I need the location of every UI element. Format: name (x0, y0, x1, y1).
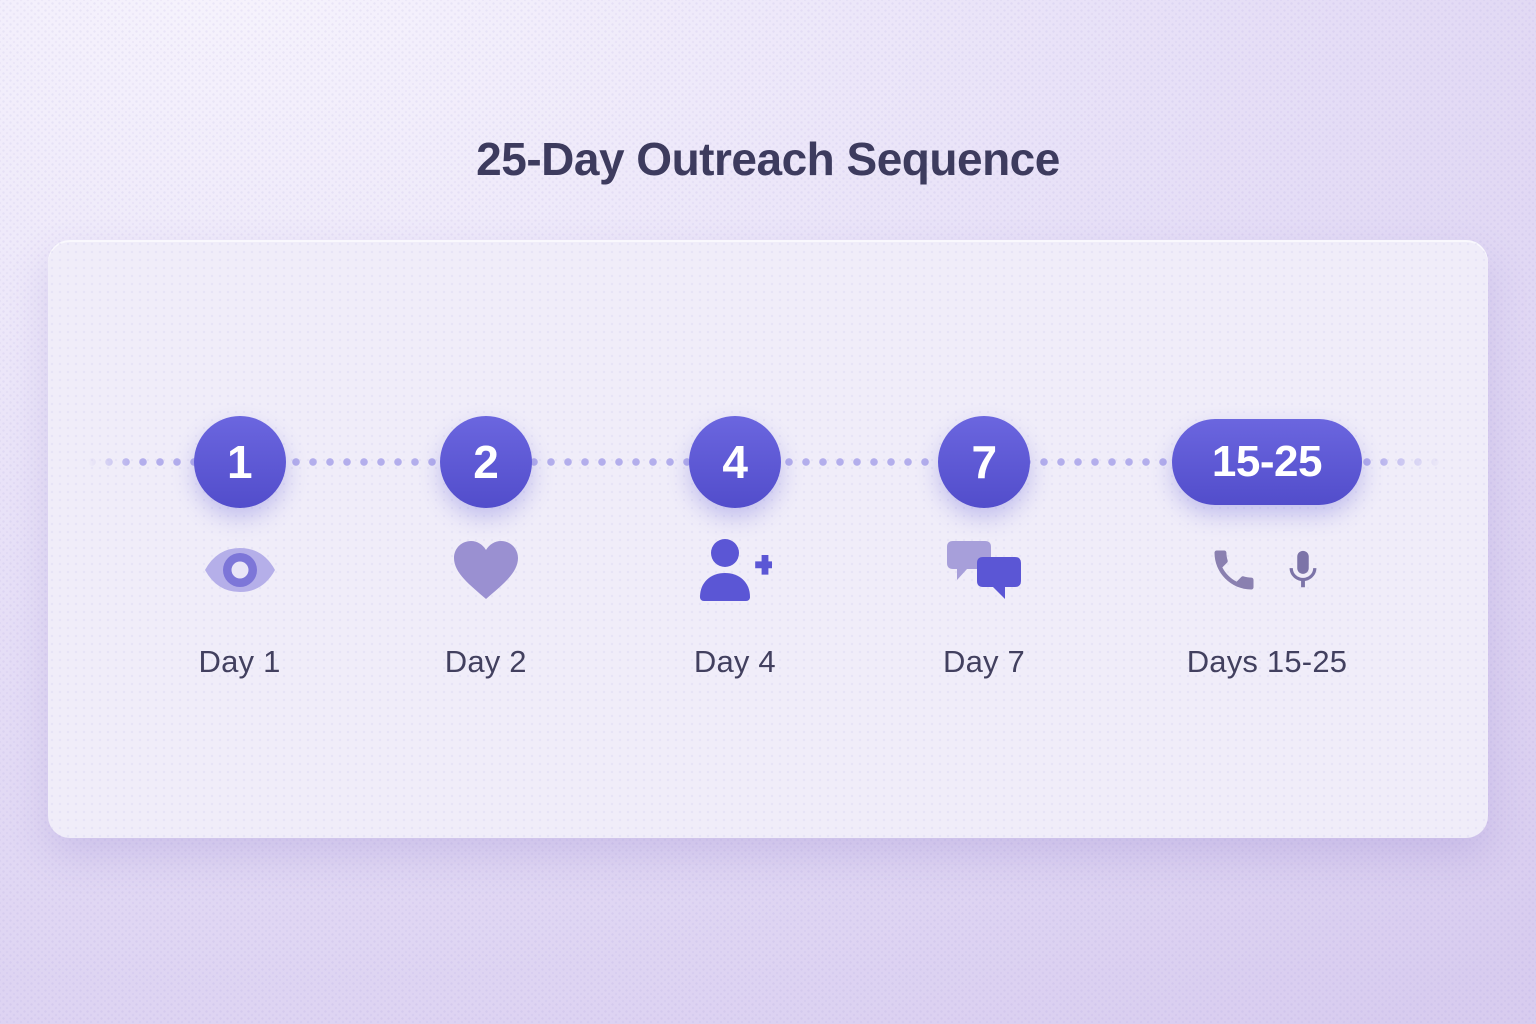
microphone-icon (1280, 544, 1326, 596)
milestone-icons (203, 545, 277, 595)
milestone-badge-number: 7 (971, 436, 997, 488)
heart-icon (453, 541, 518, 599)
eye-icon (203, 545, 277, 595)
milestone-badge: 2 (439, 416, 532, 508)
person-add-icon (698, 539, 772, 601)
milestone-icons (1208, 544, 1326, 596)
phone-icon (1208, 544, 1260, 596)
milestone-label: Day 2 (444, 644, 527, 679)
milestone-label: Day 1 (198, 644, 281, 679)
page-title: 25-Day Outreach Sequence (476, 133, 1060, 185)
milestone-badge-number: 2 (473, 436, 499, 488)
milestone-label: Day 7 (943, 644, 1025, 679)
milestone-badge: 15-25 (1171, 419, 1362, 505)
milestone-badge: 7 (938, 416, 1030, 508)
milestone-icons (945, 539, 1023, 601)
milestone-badge-number: 4 (722, 436, 748, 488)
milestone-label: Day 4 (693, 644, 776, 679)
milestone-icons (698, 539, 772, 601)
milestone-badge-number: 1 (226, 436, 253, 488)
milestone-icons (453, 541, 518, 599)
milestone-label: Days 15-25 (1186, 644, 1348, 679)
chat-bubbles-icon (945, 539, 1023, 601)
milestone-badge: 4 (688, 416, 781, 508)
milestone-badge: 1 (193, 416, 286, 508)
timeline: 1 Day 1 2 Day 2 4 Day 4 7 Day 7 15-25 Days 15-25 (48, 240, 1488, 838)
milestones-row: 1 Day 1 2 Day 2 4 Day 4 7 Day 7 15-25 Days 15-25 (48, 240, 1488, 838)
milestone-badge-number: 15-25 (1211, 437, 1323, 486)
timeline-card: 1 Day 1 2 Day 2 4 Day 4 7 Day 7 15-25 Days 15-25 (48, 240, 1488, 838)
